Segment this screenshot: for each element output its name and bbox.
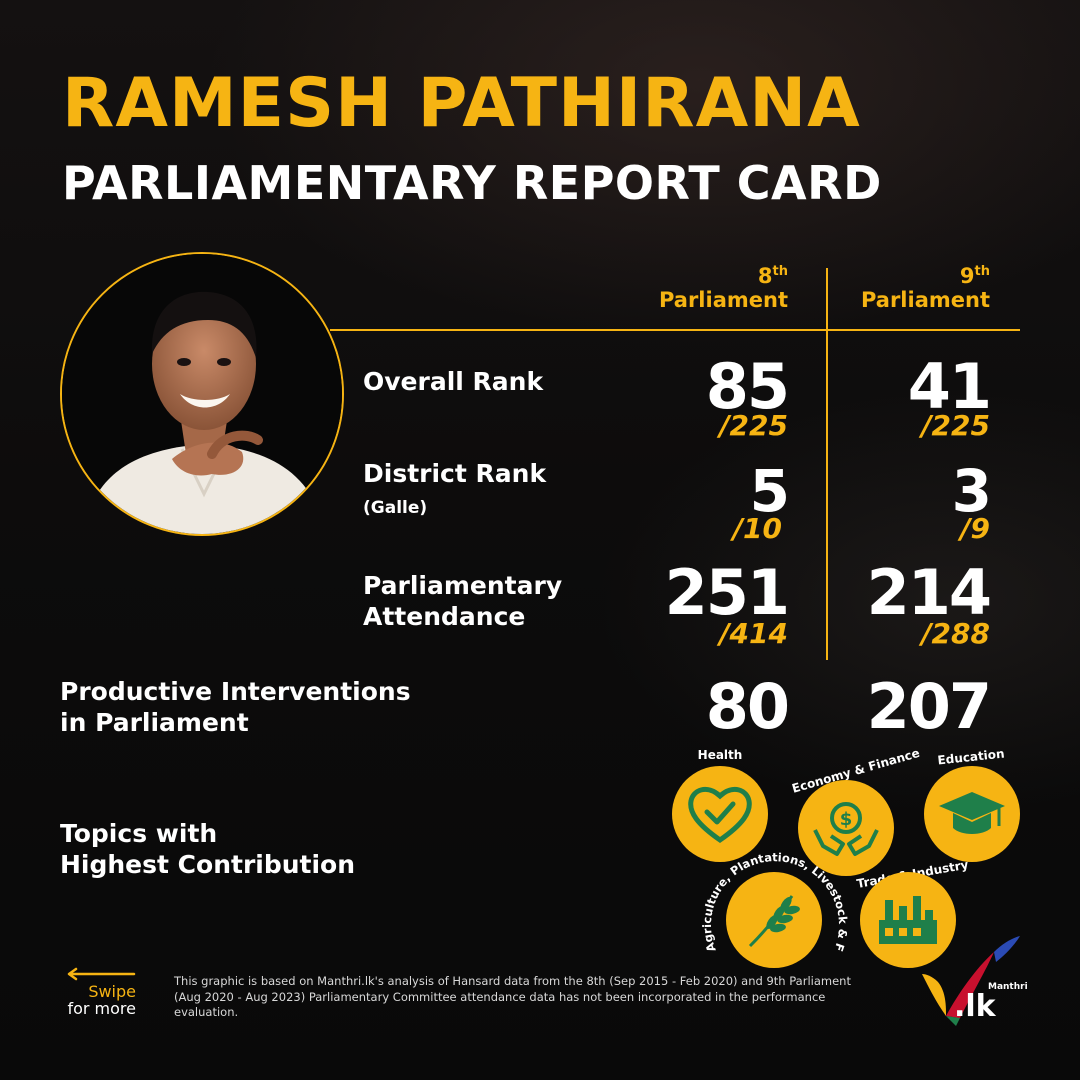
column-9-label: Parliament: [860, 288, 990, 313]
column-header-8th-parliament: 8th Parliament: [608, 264, 788, 312]
wheat-icon: [748, 895, 800, 948]
topic-economy-badge: $: [798, 780, 894, 876]
attendance-label-line2: Attendance: [363, 602, 526, 632]
overall-rank-8th-value: 85: [705, 350, 790, 423]
swipe-arrow-icon[interactable]: [66, 966, 136, 985]
attendance-9th-value: 214: [866, 556, 992, 629]
topics-heading: Topics with Highest Contribution: [60, 818, 355, 881]
district-rank-9th-total: /9: [960, 512, 990, 545]
swipe-hint-line1: Swipe: [88, 982, 136, 1001]
column-8-suffix: th: [772, 264, 788, 279]
attendance-8th-value: 251: [664, 556, 790, 629]
column-9-suffix: th: [974, 264, 990, 279]
header-divider: [330, 329, 1020, 331]
topic-agriculture-badge: [726, 872, 822, 968]
mp-name-title: RAMESH PATHIRANA: [62, 64, 861, 143]
factory-icon: [879, 896, 937, 944]
topic-trade-badge: [860, 872, 956, 968]
column-9-number: 9: [959, 264, 975, 288]
graduation-cap-icon: [939, 792, 1005, 834]
manthri-logo: Manthri .lk: [916, 930, 1028, 1030]
district-rank-8th-value: 5: [749, 457, 790, 525]
interventions-label-line2: in Parliament: [60, 708, 249, 738]
attendance-label-line1: Parliamentary: [363, 571, 563, 600]
logo-small-text: Manthri: [988, 982, 1028, 992]
overall-rank-9th-total: /225: [921, 409, 990, 442]
report-card-subtitle: PARLIAMENTARY REPORT CARD: [62, 156, 882, 210]
overall-rank-9th-value: 41: [907, 350, 992, 423]
district-rank-8th-total: /10: [732, 512, 782, 545]
money-hands-icon: $: [813, 802, 879, 856]
interventions-label: Productive Interventions in Parliament: [60, 676, 411, 739]
methodology-footnote: This graphic is based on Manthri.lk's an…: [174, 974, 851, 1020]
overall-rank-label: Overall Rank: [363, 367, 544, 396]
district-rank-9th-value: 3: [951, 457, 992, 525]
attendance-9th-total: /288: [921, 617, 990, 650]
topic-education-label: Education: [936, 746, 1006, 768]
interventions-9th-value: 207: [866, 670, 992, 743]
manthri-check-mark-icon: [922, 936, 1020, 1026]
district-name-label: (Galle): [363, 498, 428, 518]
column-header-9th-parliament: 9th Parliament: [810, 264, 990, 312]
mp-portrait: [60, 252, 344, 536]
column-8-number: 8: [757, 264, 773, 288]
portrait-illustration: [62, 254, 342, 534]
interventions-8th-value: 80: [705, 670, 790, 743]
attendance-label: Parliamentary Attendance: [363, 570, 562, 633]
swipe-hint[interactable]: Swipe for more: [60, 982, 136, 1018]
topic-health-badge: [672, 766, 768, 862]
swipe-hint-line2: for more: [67, 998, 136, 1018]
logo-big-text: .lk: [954, 989, 996, 1024]
topics-heading-line1: Topics with: [60, 819, 218, 848]
column-8-label: Parliament: [658, 288, 788, 313]
district-rank-label: District Rank: [363, 459, 547, 488]
attendance-8th-total: /414: [719, 617, 788, 650]
column-divider: [826, 268, 828, 660]
topic-education-badge: [924, 766, 1020, 862]
svg-text:$: $: [840, 809, 853, 830]
heart-check-icon: [688, 786, 752, 844]
topic-health-label: Health: [697, 748, 743, 762]
topics-heading-line2: Highest Contribution: [60, 850, 356, 880]
overall-rank-8th-total: /225: [719, 409, 788, 442]
interventions-label-line1: Productive Interventions: [60, 677, 411, 706]
